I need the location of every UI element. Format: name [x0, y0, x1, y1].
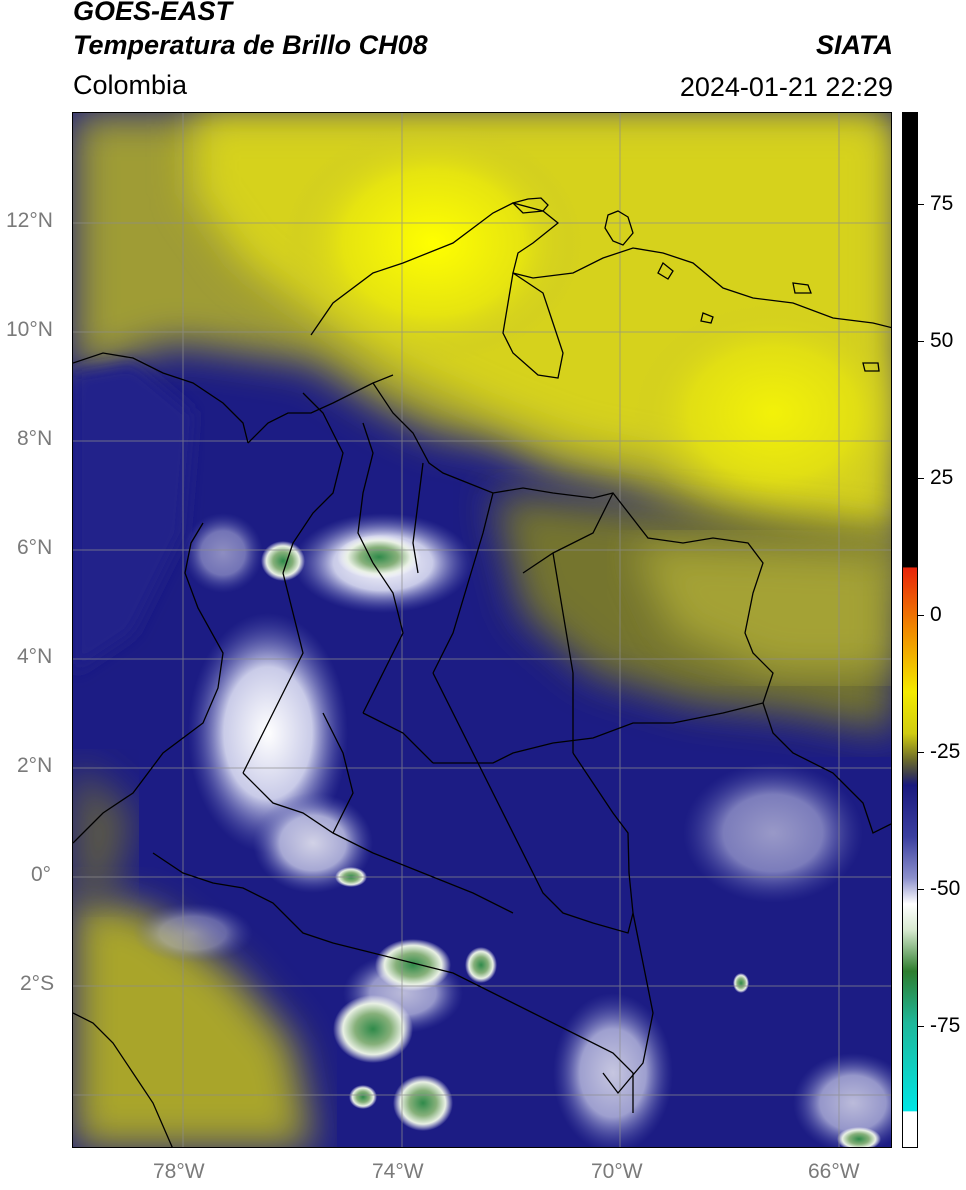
gridlines: [73, 113, 891, 1147]
lon-tick-label: 78°W: [153, 1160, 205, 1183]
lat-tick-label: 0°: [31, 863, 52, 886]
cold-core: [337, 535, 421, 579]
brightness-temperature-map: [73, 113, 891, 1147]
map-panel[interactable]: [72, 112, 892, 1148]
colorbar: [902, 112, 918, 1148]
region-label: Colombia: [73, 70, 188, 100]
colorbar-tick-label: -75: [930, 1014, 961, 1037]
lat-tick-label: 6°N: [17, 536, 53, 559]
colorbar-tick-label: 50: [930, 329, 954, 352]
satellite-title: GOES-EAST: [73, 0, 233, 26]
colorbar-tick-label: -25: [930, 740, 961, 763]
colorbar-tick-label: -50: [930, 877, 961, 900]
lat-tick-label: 12°N: [6, 209, 53, 232]
dry-air-max: [283, 123, 583, 363]
colorbar-tick-label: 0: [930, 603, 942, 626]
lat-tick-label: 4°N: [17, 645, 53, 668]
source-label: SIATA: [816, 30, 893, 60]
lon-tick-label: 74°W: [372, 1160, 424, 1183]
dry-air-southwest: [73, 893, 313, 1147]
lat-tick-label: 2°N: [17, 754, 53, 777]
convective-cloud: [188, 613, 348, 853]
colorbar-gradient: [903, 113, 917, 1147]
colorbar-tick-label: 75: [930, 192, 954, 215]
lon-tick-label: 70°W: [591, 1160, 643, 1183]
product-title: Temperatura de Brillo CH08: [73, 30, 428, 60]
colorbar-tick-label: 25: [930, 466, 954, 489]
lat-tick-label: 2°S: [20, 972, 55, 995]
coastlines-borders: [73, 197, 891, 1147]
lat-tick-label: 8°N: [17, 427, 53, 450]
datetime-label: 2024-01-21 22:29: [679, 72, 893, 102]
lon-tick-label: 66°W: [808, 1160, 860, 1183]
lat-tick-label: 10°N: [6, 318, 53, 341]
